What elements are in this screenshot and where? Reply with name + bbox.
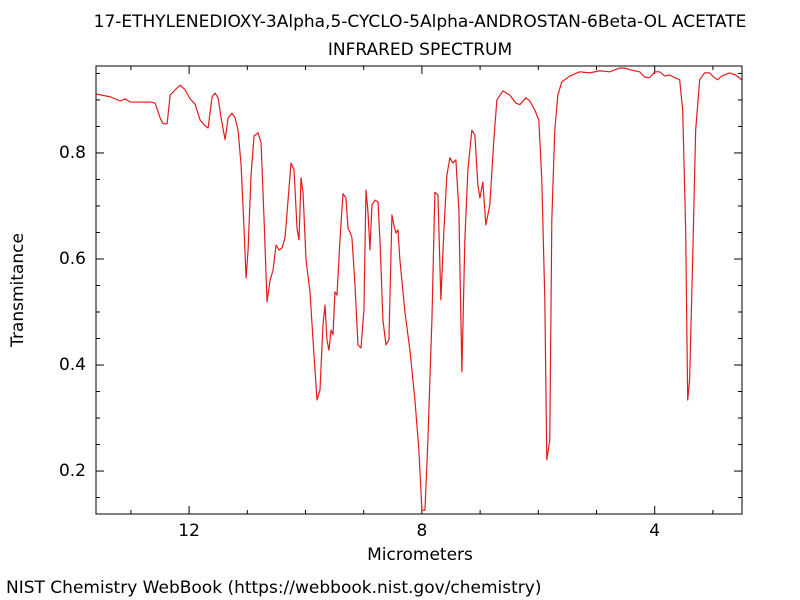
spectrum-line [96,67,743,511]
y-tick-label: 0.4 [59,355,86,375]
chart-title: 17-ETHYLENEDIOXY-3Alpha,5-CYCLO-5Alpha-A… [94,12,747,32]
x-tick-label: 4 [649,521,660,541]
y-tick-label: 0.6 [59,249,86,269]
plot-frame [95,65,743,515]
x-tick-label: 8 [416,521,427,541]
chart-subtitle: INFRARED SPECTRUM [328,40,512,60]
x-axis-label: Micrometers [367,545,473,565]
x-tick-label: 12 [178,521,200,541]
y-tick-label: 0.2 [59,461,86,481]
y-tick-label: 0.8 [59,143,86,163]
source-note: NIST Chemistry WebBook (https://webbook.… [6,578,541,598]
y-axis-label: Transmitance [8,233,28,348]
